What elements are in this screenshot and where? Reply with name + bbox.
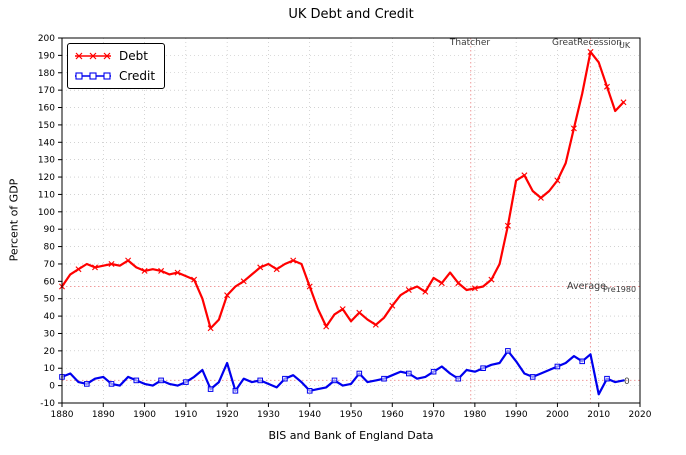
y-tick-label: 0 bbox=[49, 382, 55, 392]
y-tick-label: 150 bbox=[38, 121, 55, 131]
x-tick-label: 1970 bbox=[422, 410, 445, 420]
y-tick-label: 60 bbox=[44, 277, 56, 287]
y-tick-label: 20 bbox=[44, 347, 56, 357]
debt-line-marker-icon bbox=[75, 52, 111, 60]
y-tick-label: -10 bbox=[40, 399, 55, 409]
y-axis-label: Percent of GDP bbox=[7, 178, 21, 262]
chart-title: UK Debt and Credit bbox=[288, 7, 414, 22]
annotation-lines bbox=[62, 38, 640, 403]
annotation-zero: 0 bbox=[624, 377, 630, 387]
legend: Debt Credit bbox=[67, 43, 166, 89]
annotation-average: Average bbox=[567, 281, 607, 292]
y-tick-label: 170 bbox=[38, 86, 55, 96]
y-tick-label: 70 bbox=[44, 260, 56, 270]
credit-line-marker-icon bbox=[75, 72, 111, 80]
x-tick-label: 1940 bbox=[298, 410, 321, 420]
plot-border bbox=[61, 37, 641, 404]
annotation-great-recession: GreatRecession bbox=[551, 38, 622, 48]
y-tick-label: 90 bbox=[44, 225, 56, 235]
axis-ticks: 1880 1890 1900 1910 1920 1930 1940 1950 1960 1970… bbox=[38, 34, 652, 420]
x-tick-label: 1960 bbox=[381, 410, 404, 420]
legend-label-credit: Credit bbox=[119, 69, 156, 83]
x-tick-label: 2000 bbox=[546, 410, 569, 420]
y-tick-label: 40 bbox=[44, 312, 56, 322]
series-credit bbox=[59, 348, 625, 396]
y-tick-label: 190 bbox=[38, 51, 55, 61]
legend-label-debt: Debt bbox=[119, 49, 148, 63]
x-tick-label: 2020 bbox=[629, 410, 652, 420]
x-tick-label: 1900 bbox=[133, 410, 156, 420]
y-tick-label: 50 bbox=[44, 295, 56, 305]
x-tick-label: 1920 bbox=[216, 410, 239, 420]
legend-item-credit: Credit bbox=[74, 67, 155, 85]
legend-item-debt: Debt bbox=[74, 47, 155, 65]
series-debt bbox=[59, 48, 627, 332]
annotation-pre1980: Pre1980 bbox=[603, 285, 637, 294]
y-tick-label: 30 bbox=[44, 329, 56, 339]
gridlines bbox=[61, 37, 641, 404]
x-tick-label: 2010 bbox=[587, 410, 610, 420]
x-tick-label: 1910 bbox=[174, 410, 197, 420]
y-tick-label: 120 bbox=[38, 173, 55, 183]
x-tick-label: 1880 bbox=[51, 410, 74, 420]
annotation-uk: UK bbox=[619, 41, 631, 50]
annotation-thatcher: Thatcher bbox=[449, 38, 491, 48]
y-tick-label: 110 bbox=[38, 190, 55, 200]
x-tick-label: 1950 bbox=[340, 410, 363, 420]
x-tick-label: 1890 bbox=[92, 410, 115, 420]
y-tick-label: 180 bbox=[38, 69, 55, 79]
y-tick-label: 160 bbox=[38, 104, 55, 114]
y-tick-label: 140 bbox=[38, 138, 55, 148]
x-tick-label: 1930 bbox=[257, 410, 280, 420]
y-tick-label: 100 bbox=[38, 208, 55, 218]
y-tick-label: 80 bbox=[44, 243, 56, 253]
x-tick-label: 1980 bbox=[463, 410, 486, 420]
y-tick-label: 10 bbox=[44, 364, 56, 374]
x-axis-label: BIS and Bank of England Data bbox=[268, 429, 434, 442]
y-tick-label: 130 bbox=[38, 156, 55, 166]
y-tick-label: 200 bbox=[38, 34, 55, 44]
x-tick-label: 1990 bbox=[505, 410, 528, 420]
